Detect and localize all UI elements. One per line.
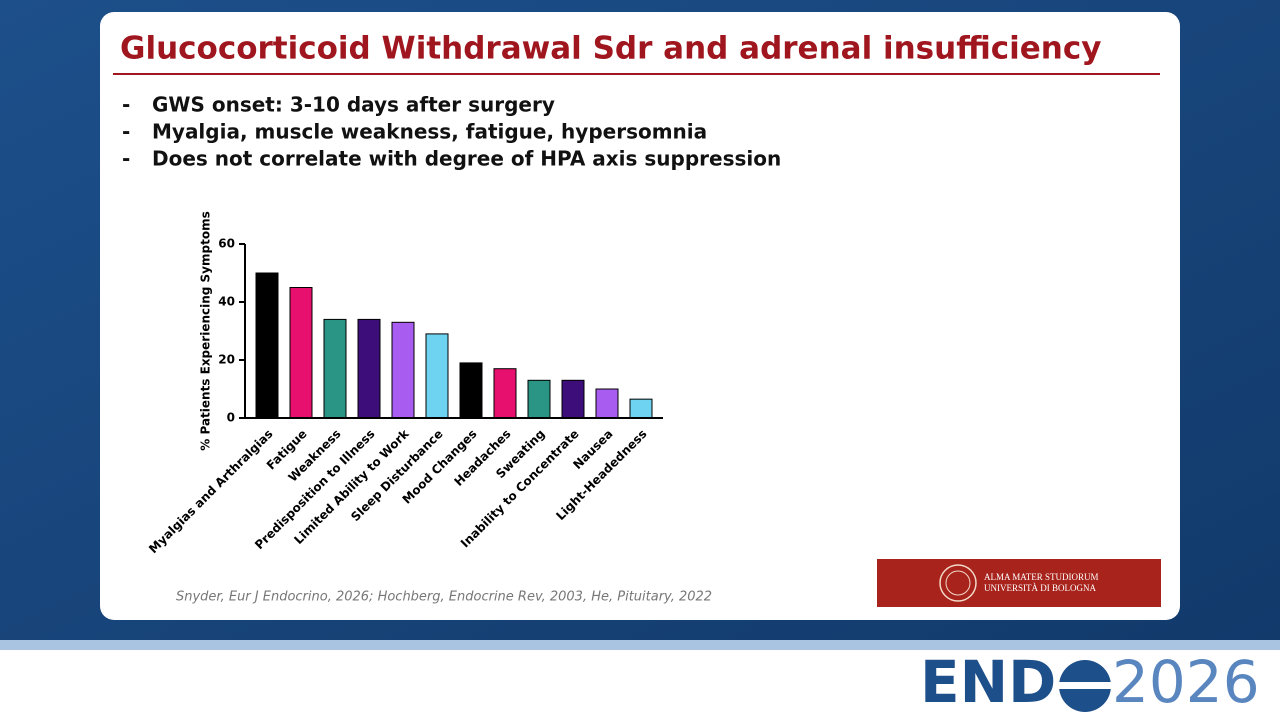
y-tick-label: 20 <box>218 353 235 367</box>
card <box>100 12 1180 620</box>
bar <box>391 321 415 419</box>
bar <box>629 398 653 419</box>
bullet-marker: - <box>122 147 130 171</box>
bar <box>289 287 313 419</box>
event-year: 2026 <box>1112 648 1260 716</box>
bar <box>493 368 517 419</box>
citation: Snyder, Eur J Endocrino, 2026; Hochberg,… <box>176 590 712 605</box>
seal <box>945 570 971 596</box>
bar <box>323 318 347 419</box>
y-tick-label: 40 <box>218 295 235 309</box>
globe-band <box>1059 682 1111 689</box>
event-logo: END <box>920 648 1056 716</box>
bullet: GWS onset: 3-10 days after surgery <box>152 93 555 117</box>
bar <box>595 388 619 419</box>
university-name: UNIVERSITÀ DI BOLOGNA <box>984 583 1096 593</box>
university-name: ALMA MATER STUDIORUM <box>984 572 1099 582</box>
y-tick-label: 0 <box>227 411 235 425</box>
bar <box>425 333 449 419</box>
bullet-marker: - <box>122 120 130 144</box>
bar <box>561 379 585 419</box>
bar <box>459 362 483 419</box>
university-logo <box>877 559 1161 607</box>
bar <box>255 272 279 419</box>
bar <box>357 318 381 419</box>
bar <box>527 379 551 419</box>
y-axis-title: % Patients Experiencing Symptoms <box>199 211 213 450</box>
bullet: Myalgia, muscle weakness, fatigue, hyper… <box>152 120 707 144</box>
band <box>0 640 1280 650</box>
y-tick-label: 60 <box>218 237 235 251</box>
bullet-marker: - <box>122 93 130 117</box>
seal <box>939 564 977 602</box>
bullet: Does not correlate with degree of HPA ax… <box>152 147 781 171</box>
title: Glucocorticoid Withdrawal Sdr and adrena… <box>120 31 1101 67</box>
